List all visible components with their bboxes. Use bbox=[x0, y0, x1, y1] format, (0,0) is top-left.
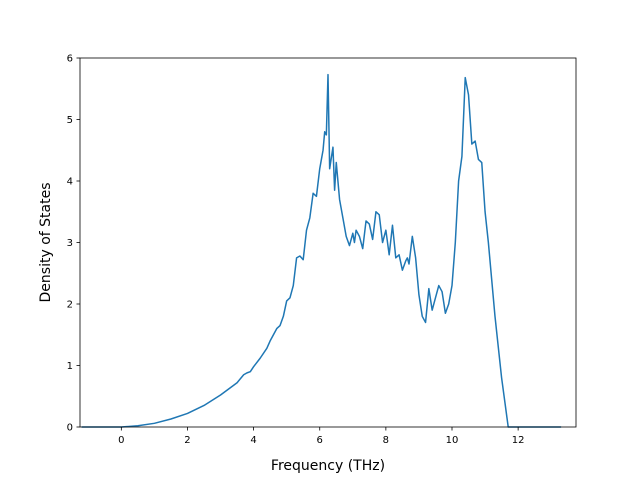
x-tick-label: 8 bbox=[383, 435, 389, 446]
x-tick-label: 4 bbox=[250, 435, 256, 446]
x-tick-label: 0 bbox=[118, 435, 124, 446]
y-tick-label: 2 bbox=[67, 300, 73, 311]
x-axis-ticks: 0 2 4 6 8 10 12 bbox=[118, 427, 525, 446]
x-tick-label: 12 bbox=[512, 435, 525, 446]
y-axis-ticks: 0 1 2 3 4 5 6 bbox=[67, 54, 80, 434]
y-tick-label: 5 bbox=[67, 115, 73, 126]
y-tick-label: 3 bbox=[67, 238, 73, 249]
plot-frame bbox=[79, 57, 577, 428]
y-tick-label: 4 bbox=[67, 177, 73, 188]
x-tick-label: 6 bbox=[317, 435, 323, 446]
y-tick-label: 6 bbox=[67, 54, 73, 65]
y-axis-label: Density of States bbox=[38, 183, 54, 303]
x-tick-label: 10 bbox=[446, 435, 459, 446]
dos-series-line bbox=[81, 73, 562, 428]
plot-area bbox=[81, 73, 562, 428]
y-tick-label: 0 bbox=[67, 423, 73, 434]
x-tick-label: 2 bbox=[184, 435, 190, 446]
y-tick-label: 1 bbox=[67, 361, 73, 372]
x-axis-label: Frequency (THz) bbox=[271, 458, 385, 474]
